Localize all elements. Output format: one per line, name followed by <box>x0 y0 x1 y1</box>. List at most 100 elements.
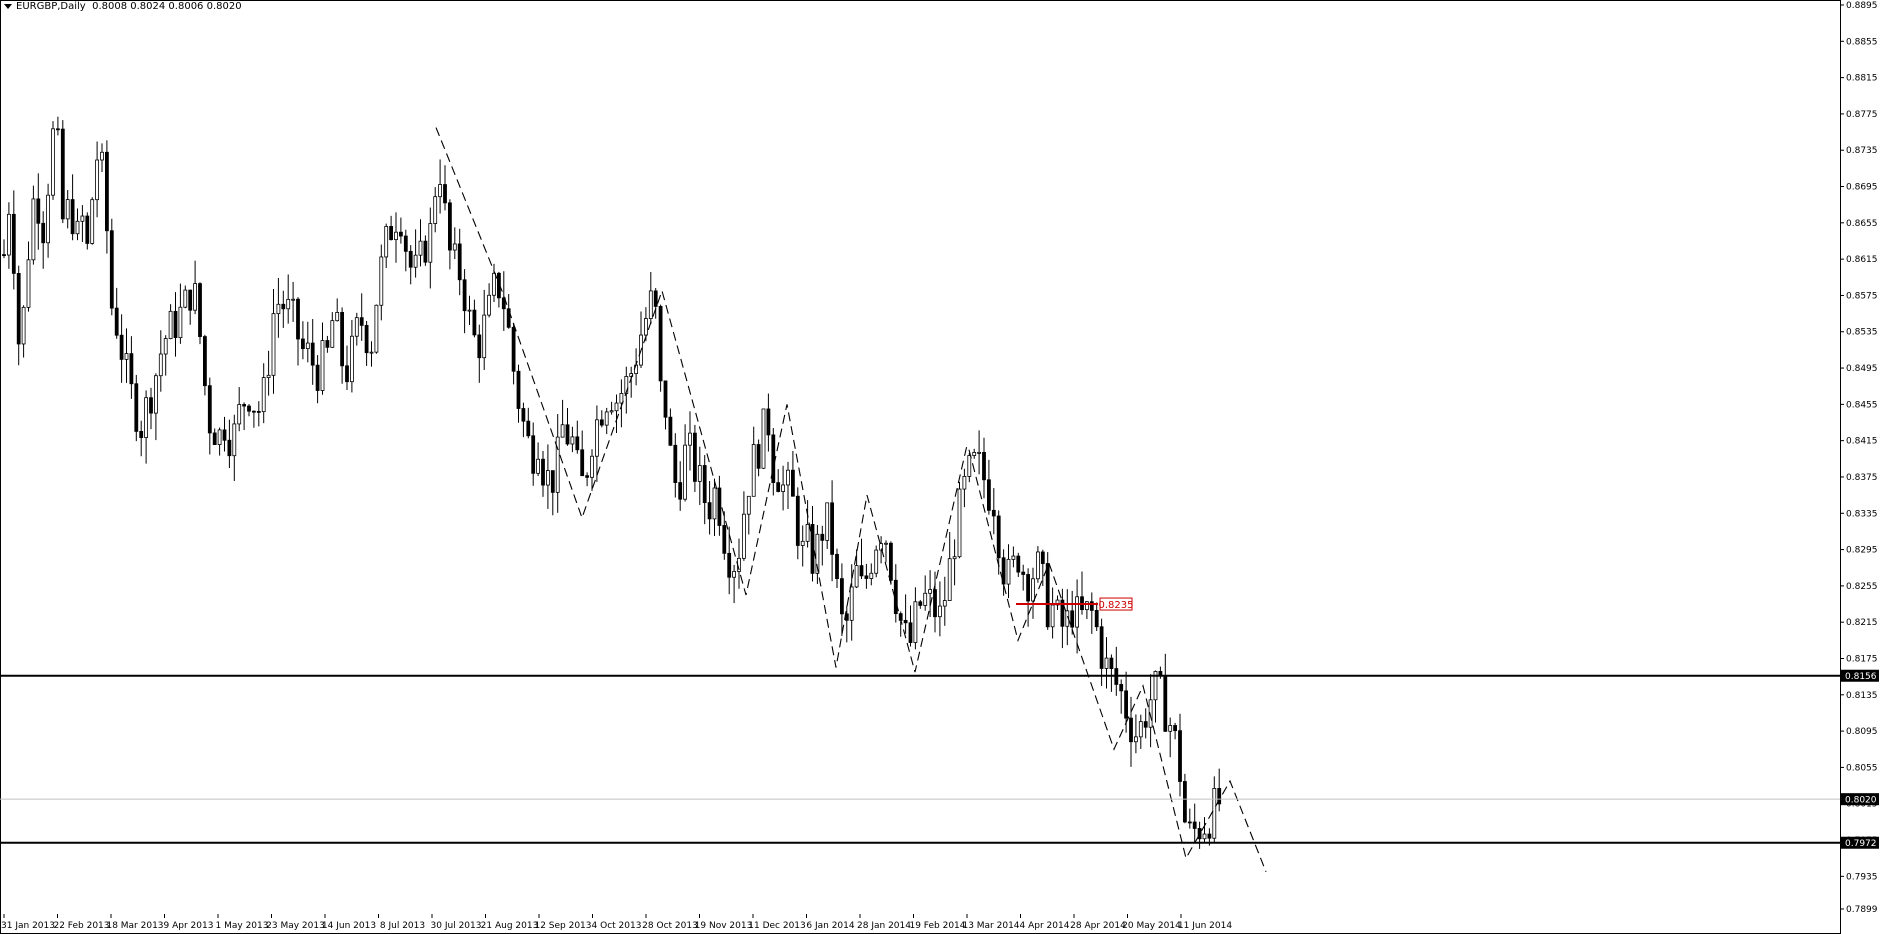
y-tick-label: 0.8735 <box>1846 146 1878 156</box>
candle <box>403 229 408 272</box>
candle <box>609 401 614 415</box>
candle <box>90 197 95 245</box>
x-tick-label: 12 Sep 2013 <box>534 921 591 931</box>
candle <box>41 211 46 269</box>
y-tick-label: 0.8535 <box>1846 328 1878 338</box>
y-tick-label: 0.8895 <box>1846 1 1878 11</box>
candle <box>658 304 663 392</box>
candle <box>178 283 183 344</box>
candle <box>722 511 727 560</box>
candle <box>1080 571 1084 615</box>
candle <box>884 540 888 563</box>
candle <box>394 212 398 263</box>
candle <box>482 289 487 370</box>
candle <box>374 304 379 354</box>
x-tick-label: 31 Jan 2013 <box>1 921 55 931</box>
candle <box>496 271 501 308</box>
candle <box>198 282 202 345</box>
candle <box>663 380 668 430</box>
x-tick-label: 21 Aug 2013 <box>481 921 539 931</box>
candle <box>835 548 839 589</box>
candle <box>1089 592 1094 634</box>
candle <box>163 335 168 376</box>
candle <box>438 159 443 214</box>
current-price-badge-label: 0.8020 <box>1845 796 1877 806</box>
candle <box>418 219 423 267</box>
support-0-badge-label: 0.8156 <box>1845 672 1877 682</box>
candle <box>820 525 825 566</box>
candle <box>212 428 217 445</box>
candle <box>732 564 736 604</box>
candle <box>266 350 271 396</box>
candle <box>149 387 153 430</box>
chart-symbol: EURGBP <box>16 1 58 12</box>
support-1-badge <box>1841 836 1879 849</box>
candle <box>1119 679 1124 714</box>
candle <box>193 260 198 315</box>
x-tick-label: 9 Apr 2013 <box>164 921 214 931</box>
candle <box>1129 696 1133 767</box>
chart-header: EURGBP,Daily 0.8008 0.8024 0.8006 0.8020 <box>4 1 242 12</box>
y-tick-label: 0.8175 <box>1846 654 1878 664</box>
x-tick-label: 6 Jan 2014 <box>806 921 854 931</box>
candle <box>202 334 207 396</box>
y-tick-label: 0.7935 <box>1846 872 1878 882</box>
candle <box>717 475 722 536</box>
candle <box>678 461 683 511</box>
candle <box>330 312 335 348</box>
candle <box>1143 708 1148 739</box>
candle <box>1168 717 1173 758</box>
x-tick-label: 28 Oct 2013 <box>642 921 698 931</box>
candle <box>433 187 438 233</box>
y-tick-label: 0.8455 <box>1846 400 1878 410</box>
candle <box>947 532 952 601</box>
candle <box>242 402 247 431</box>
candle <box>991 488 996 535</box>
y-tick-label: 0.8375 <box>1846 473 1878 483</box>
candle <box>310 319 315 385</box>
x-tick-label: 11 Dec 2013 <box>748 921 806 931</box>
candle <box>619 379 624 428</box>
candle <box>702 455 707 525</box>
candle <box>60 120 65 224</box>
candle <box>1011 546 1016 568</box>
candle <box>256 401 261 427</box>
candle <box>320 322 325 395</box>
candle <box>384 223 389 268</box>
candle <box>271 288 276 394</box>
candle <box>595 405 599 482</box>
candle <box>325 335 330 353</box>
y-tick-label: 0.8135 <box>1846 691 1878 701</box>
candle <box>756 439 761 477</box>
candle <box>227 419 232 469</box>
x-tick-label: 1 May 2013 <box>216 921 269 931</box>
candle <box>727 526 732 595</box>
candle <box>345 345 349 391</box>
candle <box>599 410 604 428</box>
candle <box>144 390 149 464</box>
y-tick-label: 0.8295 <box>1846 546 1878 556</box>
candle <box>1045 552 1050 630</box>
candle <box>648 272 653 325</box>
candle <box>1163 653 1168 732</box>
candle <box>707 480 712 535</box>
y-tick-label: 0.8495 <box>1846 364 1878 374</box>
candle <box>443 165 447 211</box>
candle <box>786 461 790 510</box>
candle <box>153 373 158 441</box>
candle <box>168 304 173 340</box>
support-1-badge-label: 0.7972 <box>1845 839 1877 849</box>
candle <box>550 470 555 516</box>
dropdown-triangle-icon[interactable] <box>4 3 12 9</box>
candle <box>840 563 844 637</box>
candle <box>800 525 805 567</box>
y-tick-label: 0.8575 <box>1846 291 1878 301</box>
chart-ohlc: 0.8008 0.8024 0.8006 0.8020 <box>92 1 242 12</box>
candle <box>1178 713 1182 797</box>
candle <box>918 599 923 609</box>
chart-timeframe: Daily <box>60 1 86 12</box>
candle <box>982 437 986 499</box>
candle <box>26 241 31 312</box>
candle <box>580 430 585 477</box>
